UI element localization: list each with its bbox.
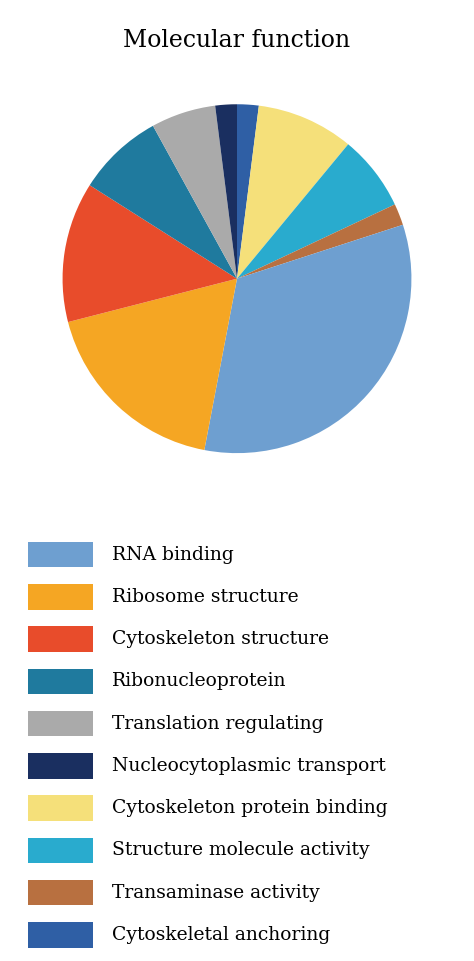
Bar xyxy=(28,796,93,821)
Text: Ribosome structure: Ribosome structure xyxy=(112,588,298,606)
Wedge shape xyxy=(90,126,237,279)
Bar xyxy=(28,669,93,694)
Bar xyxy=(28,880,93,905)
Wedge shape xyxy=(68,279,237,450)
Text: Ribonucleoprotein: Ribonucleoprotein xyxy=(112,673,286,690)
Text: Transaminase activity: Transaminase activity xyxy=(112,883,319,901)
Text: Translation regulating: Translation regulating xyxy=(112,715,323,732)
Bar xyxy=(28,542,93,568)
Text: Cytoskeletal anchoring: Cytoskeletal anchoring xyxy=(112,925,330,944)
Bar xyxy=(28,753,93,778)
Wedge shape xyxy=(237,144,395,279)
Wedge shape xyxy=(237,205,403,279)
Wedge shape xyxy=(204,225,411,454)
Text: RNA binding: RNA binding xyxy=(112,546,233,564)
Wedge shape xyxy=(215,104,237,279)
Text: Nucleocytoplasmic transport: Nucleocytoplasmic transport xyxy=(112,757,385,775)
Text: Cytoskeleton protein binding: Cytoskeleton protein binding xyxy=(112,800,387,817)
Text: Structure molecule activity: Structure molecule activity xyxy=(112,842,369,859)
Bar xyxy=(28,838,93,863)
Wedge shape xyxy=(63,185,237,322)
Bar xyxy=(28,627,93,652)
Text: Cytoskeleton structure: Cytoskeleton structure xyxy=(112,630,328,648)
Bar xyxy=(28,711,93,736)
Wedge shape xyxy=(237,106,348,279)
Bar xyxy=(28,584,93,609)
Wedge shape xyxy=(153,106,237,279)
Wedge shape xyxy=(237,104,259,279)
Bar xyxy=(28,922,93,948)
Title: Molecular function: Molecular function xyxy=(123,29,351,52)
